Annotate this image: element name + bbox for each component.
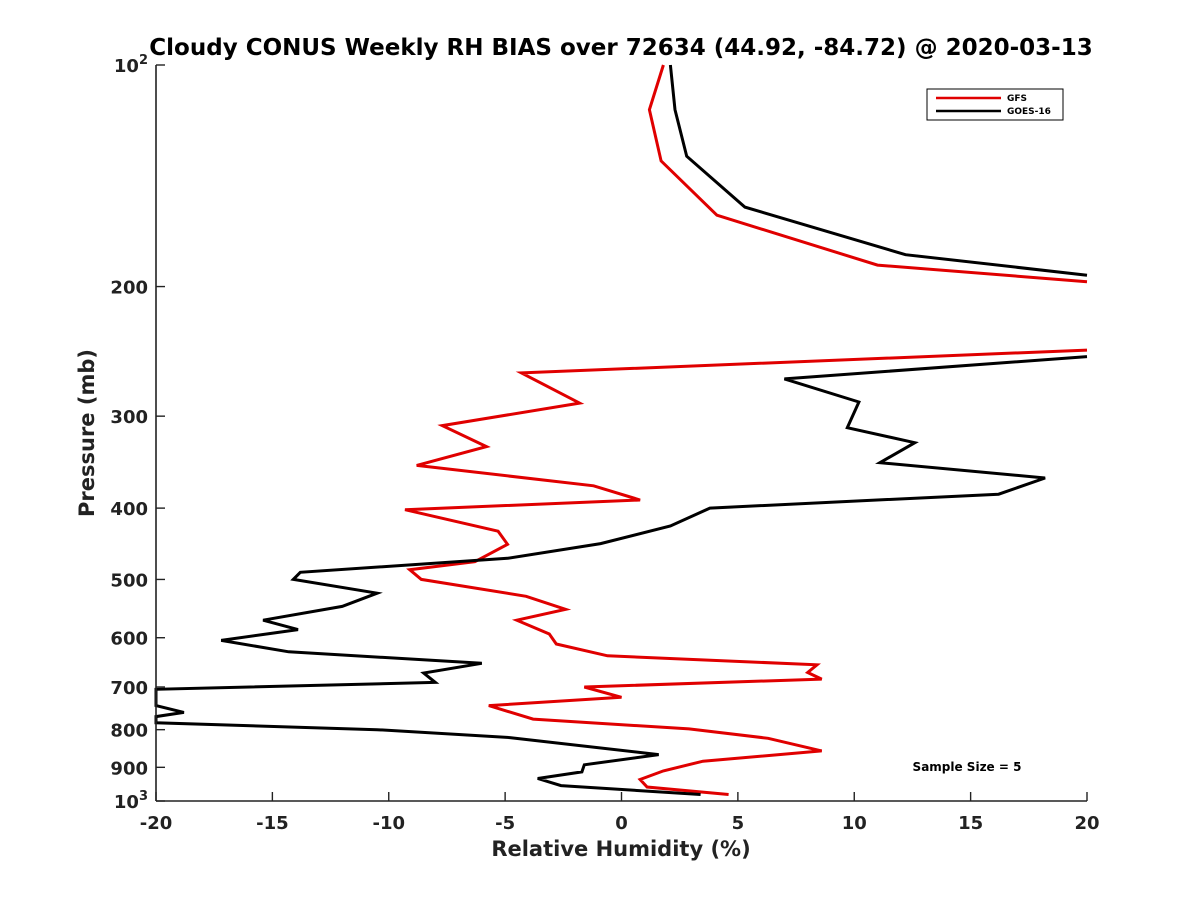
series-layer (154, 64, 1088, 796)
x-tick-label: 5 (732, 813, 745, 834)
x-tick-label: -5 (495, 813, 515, 834)
x-tick-label: 20 (1074, 813, 1099, 834)
series-line-gfs-1 (647, 64, 1088, 284)
chart-title: Cloudy CONUS Weekly RH BIAS over 72634 (… (149, 35, 1092, 61)
y-tick-label: 600 (110, 629, 148, 650)
x-tick-label: 15 (958, 813, 983, 834)
y-tick-label: 900 (110, 758, 148, 779)
x-ticks: -20 -15 -10 -5 0 5 10 15 20 (140, 792, 1100, 834)
x-tick-label: -15 (256, 813, 289, 834)
series-line-goes16-1 (668, 64, 1088, 277)
x-tick-label: -20 (140, 813, 173, 834)
series-line-goes16-2 (154, 355, 1088, 796)
y-tick-label: 103 (114, 789, 148, 813)
y-tick-label: 500 (110, 570, 148, 591)
legend-label-goes16: GOES-16 (1007, 107, 1051, 117)
y-tick-label: 800 (110, 721, 148, 742)
legend-label-gfs: GFS (1007, 94, 1027, 104)
y-tick-label: 400 (110, 499, 148, 520)
y-axis-label: Pressure (mb) (75, 349, 99, 517)
x-tick-label: 10 (842, 813, 867, 834)
y-ticks: 102 200 300 400 500 600 700 800 900 103 (110, 53, 165, 813)
y-tick-label: 700 (110, 678, 148, 699)
legend: GFS GOES-16 (926, 88, 1064, 121)
sample-size-annotation: Sample Size = 5 (913, 760, 1022, 774)
x-tick-label: -10 (372, 813, 405, 834)
y-tick-label: 200 (110, 278, 148, 299)
x-axis-label: Relative Humidity (%) (491, 837, 750, 861)
y-tick-label: 102 (114, 53, 148, 77)
y-tick-label: 300 (110, 407, 148, 428)
legend-box (926, 88, 1064, 121)
x-tick-label: 0 (615, 813, 628, 834)
series-line-gfs-2 (404, 348, 1088, 796)
